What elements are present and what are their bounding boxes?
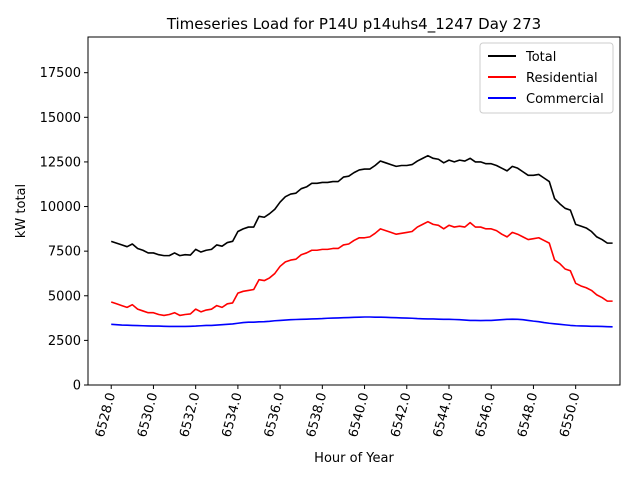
y-tick-label: 15000 xyxy=(40,111,81,126)
legend-label-commercial: Commercial xyxy=(526,92,604,107)
x-tick-label: 6550.0 xyxy=(557,391,583,439)
y-tick-label: 10000 xyxy=(40,200,81,215)
x-tick-label: 6534.0 xyxy=(219,391,245,439)
series-line-residential xyxy=(110,220,613,317)
legend: Total Residential Commercial xyxy=(479,42,614,114)
legend-label-residential: Residential xyxy=(526,71,598,86)
series-line-commercial xyxy=(111,316,613,328)
y-tick-label: 17500 xyxy=(40,66,81,81)
y-tick-label: 5000 xyxy=(48,289,81,304)
x-tick-label: 6530.0 xyxy=(135,391,161,439)
x-tick-label: 6532.0 xyxy=(177,391,203,439)
y-axis-label: kW total xyxy=(14,184,29,238)
y-tick-label: 0 xyxy=(73,379,81,394)
x-axis-label: Hour of Year xyxy=(314,451,394,466)
x-tick-label: 6544.0 xyxy=(431,391,457,439)
x-tick-label: 6548.0 xyxy=(515,391,541,439)
legend-label-total: Total xyxy=(525,50,556,65)
x-tick-label: 6538.0 xyxy=(304,391,330,439)
y-axis: 0 2500 5000 7500 10000 12500 15000 17500 xyxy=(40,66,88,394)
chart-title: Timeseries Load for P14U p14uhs4_1247 Da… xyxy=(166,15,541,34)
plot-area xyxy=(87,36,621,386)
x-tick-label: 6546.0 xyxy=(473,391,499,439)
y-tick-label: 12500 xyxy=(40,155,81,170)
series-line-total xyxy=(110,154,613,257)
legend-box xyxy=(479,42,614,114)
x-tick-label: 6540.0 xyxy=(346,391,372,439)
x-tick-label: 6542.0 xyxy=(388,391,414,439)
x-axis: 6528.0 6530.0 6532.0 6534.0 6536.0 6538.0 6540… xyxy=(93,385,584,439)
x-tick-label: 6536.0 xyxy=(262,391,288,439)
plot-frame xyxy=(87,36,621,386)
y-tick-label: 2500 xyxy=(48,334,81,349)
x-tick-label: 6528.0 xyxy=(93,391,119,439)
y-tick-label: 7500 xyxy=(48,245,81,260)
